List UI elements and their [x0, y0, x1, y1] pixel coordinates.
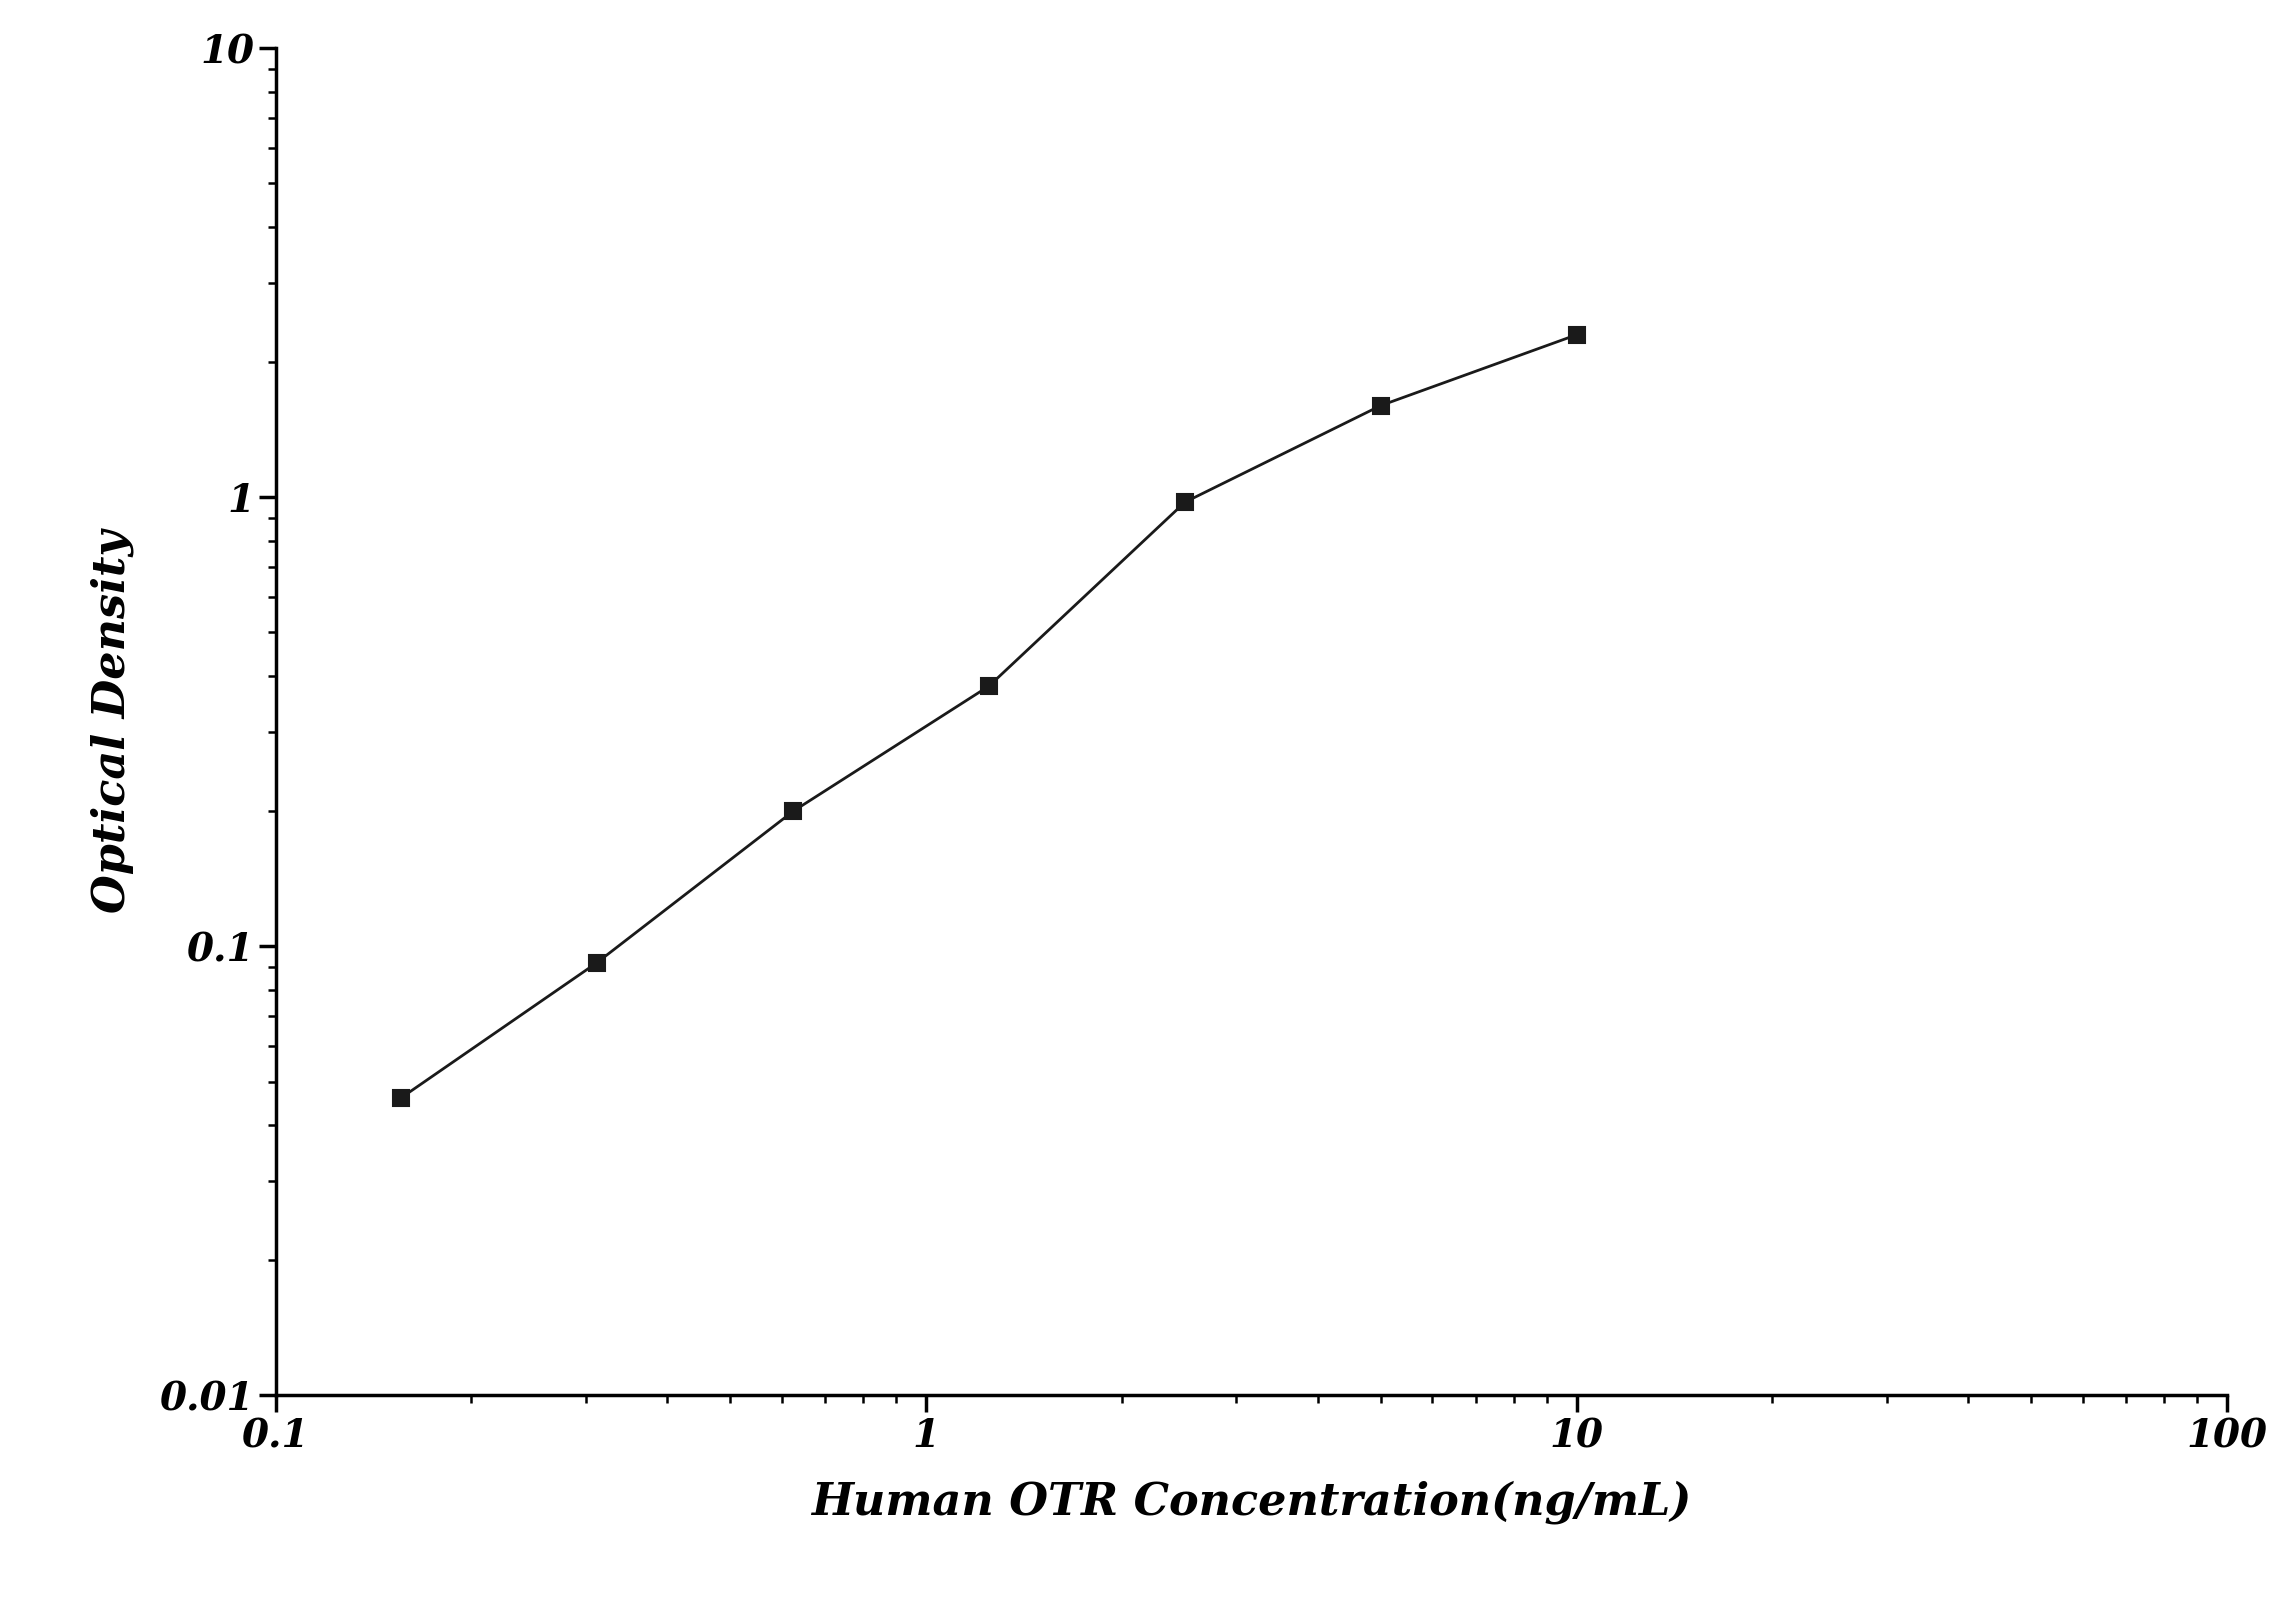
- Y-axis label: Optical Density: Optical Density: [92, 531, 135, 913]
- X-axis label: Human OTR Concentration(ng/mL): Human OTR Concentration(ng/mL): [810, 1480, 1692, 1524]
